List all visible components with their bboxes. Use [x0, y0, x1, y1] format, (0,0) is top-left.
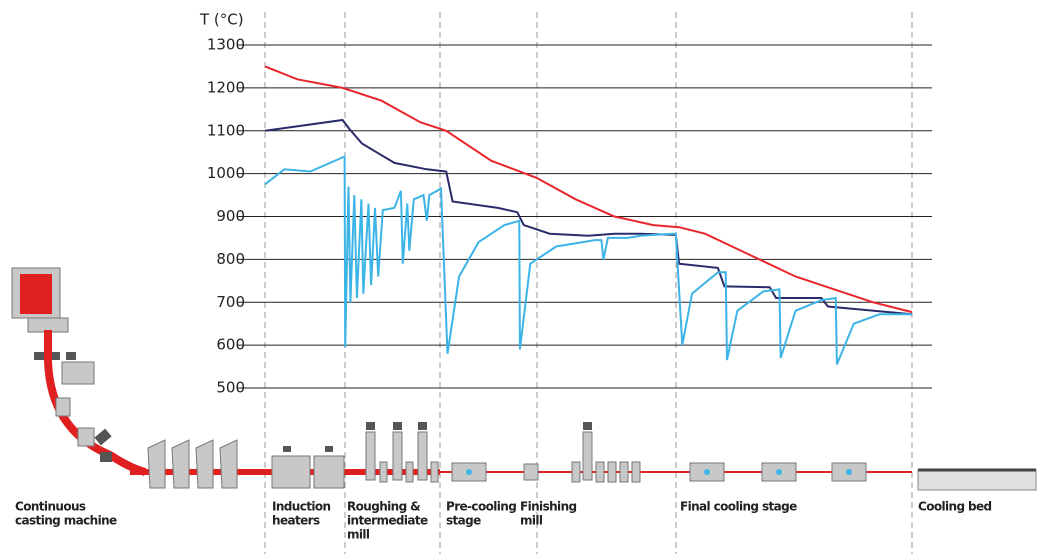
stage-label: mill: [347, 528, 370, 542]
segment: [56, 398, 70, 416]
stage-label: intermediate: [347, 514, 428, 528]
stage-label: casting machine: [15, 514, 117, 528]
chart: T (°C) 5006007008009001000110012001300Co…: [0, 0, 1045, 554]
stage-label: Final cooling stage: [680, 500, 797, 514]
process-diagram: [12, 268, 1036, 490]
induction-heater: [314, 456, 344, 488]
roll: [34, 352, 44, 360]
stage-label: Pre-cooling: [446, 500, 516, 514]
stage-label: Induction: [272, 500, 331, 514]
stage-label: Continuous: [15, 500, 86, 514]
withdrawal-units: [148, 440, 237, 488]
y-axis-label: T (°C): [199, 11, 244, 29]
roll: [66, 352, 76, 360]
stage-label: Finishing: [520, 500, 577, 514]
roll: [100, 452, 112, 462]
tundish: [28, 318, 68, 332]
stage-label: Cooling bed: [918, 500, 992, 514]
roll: [94, 429, 111, 446]
stage-label: Roughing &: [347, 500, 420, 514]
ladle-steel: [20, 274, 52, 314]
cooling-bed: [918, 470, 1036, 490]
stage-label: heaters: [272, 514, 320, 528]
segment: [62, 362, 94, 384]
stage-label: stage: [446, 514, 481, 528]
series-line: [265, 157, 912, 365]
segment: [78, 428, 94, 446]
induction-heater: [272, 456, 310, 488]
shear: [524, 464, 538, 480]
stage-label: mill: [520, 514, 543, 528]
